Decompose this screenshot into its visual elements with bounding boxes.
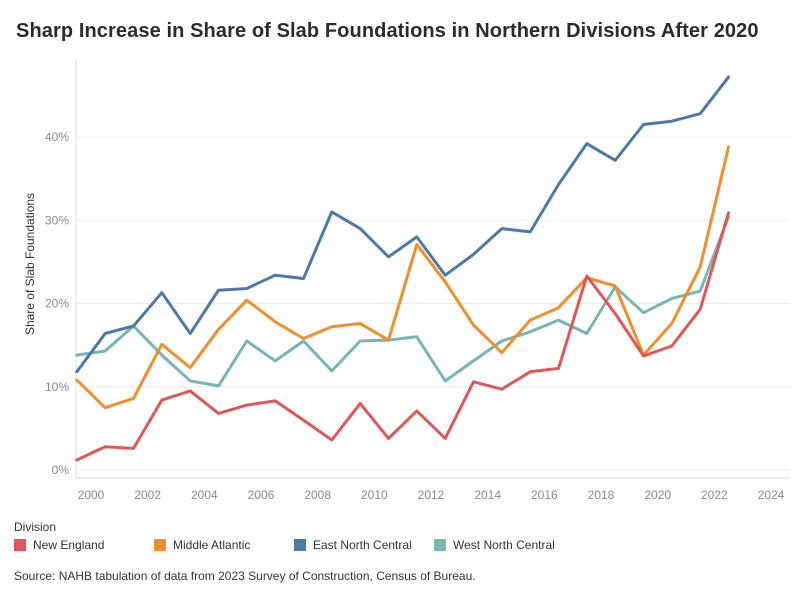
y-axis-title: Share of Slab Foundations <box>23 193 37 335</box>
y-tick-label: 30% <box>45 213 69 227</box>
legend-item-middle-atlantic[interactable]: Middle Atlantic <box>154 538 294 552</box>
legend-label: West North Central <box>453 538 555 552</box>
y-tick-label: 40% <box>45 130 69 144</box>
x-tick-label: 2004 <box>191 488 218 502</box>
x-tick-label: 2002 <box>134 488 161 502</box>
legend-swatch <box>294 539 306 551</box>
x-tick-label: 2024 <box>758 488 785 502</box>
x-tick-label: 2020 <box>644 488 671 502</box>
legend-item-east-north-central[interactable]: East North Central <box>294 538 434 552</box>
x-tick-label: 2006 <box>248 488 275 502</box>
series-line-middle-atlantic <box>75 145 730 410</box>
x-tick-label: 2010 <box>361 488 388 502</box>
x-tick-label: 2018 <box>588 488 615 502</box>
legend-swatch <box>434 539 446 551</box>
x-tick-label: 2016 <box>531 488 558 502</box>
series-lines <box>75 75 730 462</box>
line-chart: 0% 10% 20% 30% 40% 2000 2002 2004 2006 2008 2010 20… <box>23 58 790 502</box>
x-tick-label: 2022 <box>701 488 728 502</box>
series-line-east-north-central <box>75 75 730 374</box>
chart-title: Sharp Increase in Share of Slab Foundati… <box>16 20 759 42</box>
legend-swatch <box>14 539 26 551</box>
series-line-west-north-central <box>75 215 730 388</box>
y-tick-label: 20% <box>45 297 69 311</box>
legend-label: Middle Atlantic <box>173 538 251 552</box>
x-tick-label: 2012 <box>418 488 445 502</box>
y-tick-label: 10% <box>45 380 69 394</box>
axes: 0% 10% 20% 30% 40% 2000 2002 2004 2006 2008 2010 20… <box>23 58 790 502</box>
legend: New England Middle Atlantic East North C… <box>14 538 574 552</box>
legend-item-west-north-central[interactable]: West North Central <box>434 538 574 552</box>
x-tick-label: 2014 <box>474 488 501 502</box>
source-note: Source: NAHB tabulation of data from 202… <box>14 569 476 583</box>
x-tick-label: 2008 <box>304 488 331 502</box>
y-tick-label: 0% <box>52 463 70 477</box>
series-line-new-england <box>75 211 730 462</box>
legend-swatch <box>154 539 166 551</box>
legend-label: New England <box>33 538 105 552</box>
legend-title: Division <box>14 520 57 534</box>
x-tick-label: 2000 <box>78 488 105 502</box>
gridlines <box>76 136 790 471</box>
legend-item-new-england[interactable]: New England <box>14 538 154 552</box>
legend-label: East North Central <box>313 538 412 552</box>
